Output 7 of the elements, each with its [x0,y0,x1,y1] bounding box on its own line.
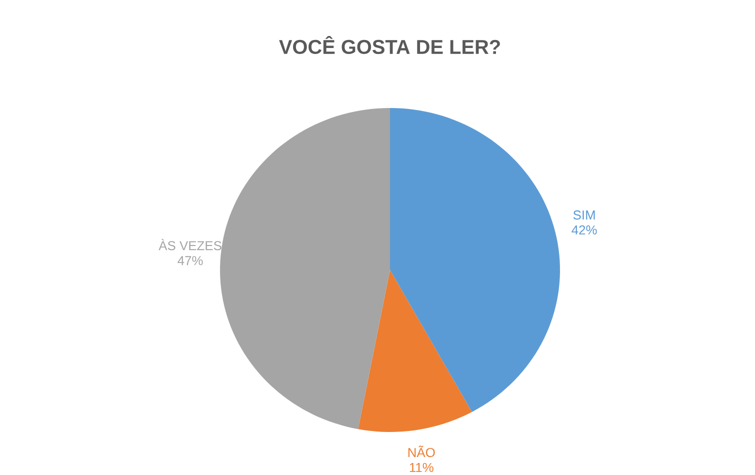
slice-label: NÃO [408,445,435,457]
slice-label: SIM [573,210,595,220]
data-label: 42% [572,225,597,234]
data-label: 47% [178,256,203,265]
slice-label: ÀS VEZES [158,238,222,250]
data-label: 11% [410,462,434,472]
chart-title: VOCÊ GOSTA DE LER? [279,36,500,54]
